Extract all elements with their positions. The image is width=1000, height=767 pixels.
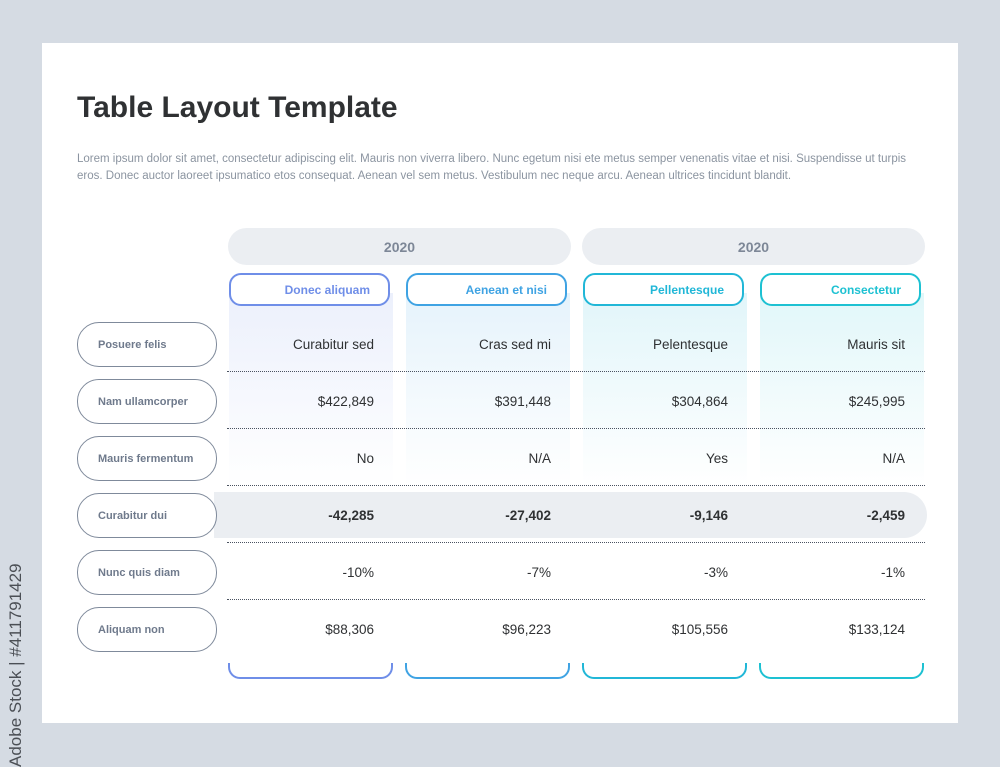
table-cell: -10% [342,565,374,580]
page-description: Lorem ipsum dolor sit amet, consectetur … [77,153,907,182]
table-cell: -42,285 [328,508,374,523]
table-cell: $304,864 [671,394,728,409]
table-cell: N/A [882,451,905,466]
table-cell: -1% [880,565,905,580]
row-separator [227,371,925,372]
column-footer-3 [582,663,747,679]
table-cell: No [356,451,374,466]
stock-watermark: Adobe Stock | #411791429 [6,563,25,767]
row-label-nunc-quis-diam: Nunc quis diam [77,550,217,595]
row-label-nam-ullamcorper: Nam ullamcorper [77,379,217,424]
table-cell: $96,223 [502,622,551,637]
year-header-1: 2020 [228,228,571,265]
row-separator [227,599,925,600]
highlight-row-band [214,492,927,538]
column-header-pellentesque[interactable]: Pellentesque [583,273,744,306]
column-background-1 [229,293,393,487]
column-header-aenean-et-nisi[interactable]: Aenean et nisi [406,273,567,306]
table-cell: $88,306 [325,622,374,637]
page-title: Table Layout Template [77,91,398,124]
table-cell: Pelentesque [652,337,728,352]
row-label-aliquam-non: Aliquam non [77,607,217,652]
table-cell: $422,849 [317,394,374,409]
row-separator [227,428,925,429]
table-cell: Mauris sit [847,337,905,352]
table-cell: Yes [705,451,728,466]
table-cell: Curabitur sed [292,337,374,352]
column-footer-4 [759,663,924,679]
row-label-curabitur-dui: Curabitur dui [77,493,217,538]
column-header-consectetur[interactable]: Consectetur [760,273,921,306]
table-cell: -7% [526,565,551,580]
table-cell: -27,402 [505,508,551,523]
table-cell: -9,146 [689,508,728,523]
column-background-4 [760,293,924,487]
table-cell: $391,448 [494,394,551,409]
table-cell: $105,556 [671,622,728,637]
column-footer-1 [228,663,393,679]
table-cell: N/A [528,451,551,466]
column-header-donec-aliquam[interactable]: Donec aliquam [229,273,390,306]
column-background-2 [406,293,570,487]
table-cell: $133,124 [848,622,905,637]
table-cell: -2,459 [866,508,905,523]
row-label-posuere-felis: Posuere felis [77,322,217,367]
table-card: Table Layout Template Lorem ipsum dolor … [42,43,958,723]
table-cell: -3% [703,565,728,580]
row-separator [227,485,925,486]
table-cell: Cras sed mi [478,337,551,352]
column-footer-2 [405,663,570,679]
year-header-2: 2020 [582,228,925,265]
row-label-mauris-fermentum: Mauris fermentum [77,436,217,481]
table-cell: $245,995 [848,394,905,409]
row-separator [227,542,925,543]
column-background-3 [583,293,747,487]
